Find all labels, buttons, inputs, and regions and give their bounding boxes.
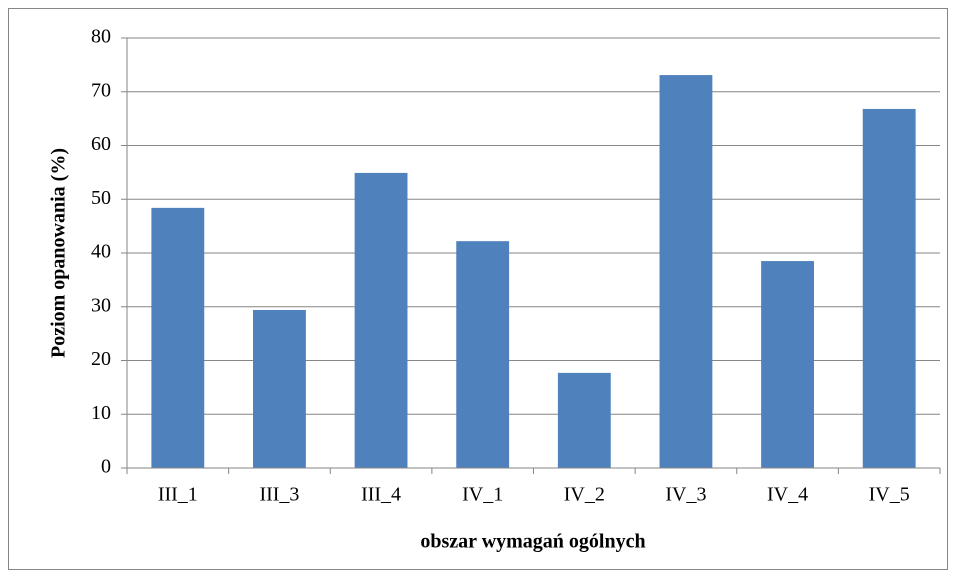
y-tick-label: 30 bbox=[91, 294, 111, 316]
x-tick-label: IV_5 bbox=[869, 484, 910, 506]
x-axis-label: obszar wymagań ogólnych bbox=[420, 531, 645, 553]
x-tick-label: III_3 bbox=[259, 484, 299, 506]
bar bbox=[557, 372, 611, 468]
y-tick-label: 20 bbox=[91, 348, 111, 370]
bar bbox=[862, 108, 916, 468]
bar bbox=[659, 75, 713, 469]
y-tick-label: 50 bbox=[91, 187, 111, 209]
bar bbox=[456, 241, 510, 468]
x-tick-label: IV_4 bbox=[767, 484, 808, 506]
y-tick-label: 10 bbox=[91, 402, 111, 424]
y-axis-label: Poziom opanowania (%) bbox=[48, 148, 70, 358]
x-tick-label: IV_3 bbox=[665, 484, 706, 506]
bar bbox=[354, 172, 408, 468]
bar bbox=[253, 309, 306, 468]
x-tick-label: III_1 bbox=[158, 484, 198, 506]
y-tick-label: 80 bbox=[91, 26, 111, 48]
x-tick-label: IV_2 bbox=[564, 484, 605, 506]
bar bbox=[151, 207, 205, 468]
x-tick-label: III_4 bbox=[361, 484, 401, 506]
bar bbox=[761, 261, 814, 468]
y-tick-label: 0 bbox=[101, 456, 111, 478]
x-tick-label: IV_1 bbox=[462, 484, 503, 506]
chart-border bbox=[8, 8, 948, 570]
y-tick-label: 40 bbox=[91, 241, 111, 263]
y-tick-label: 60 bbox=[91, 133, 111, 155]
y-tick-label: 70 bbox=[91, 79, 111, 101]
